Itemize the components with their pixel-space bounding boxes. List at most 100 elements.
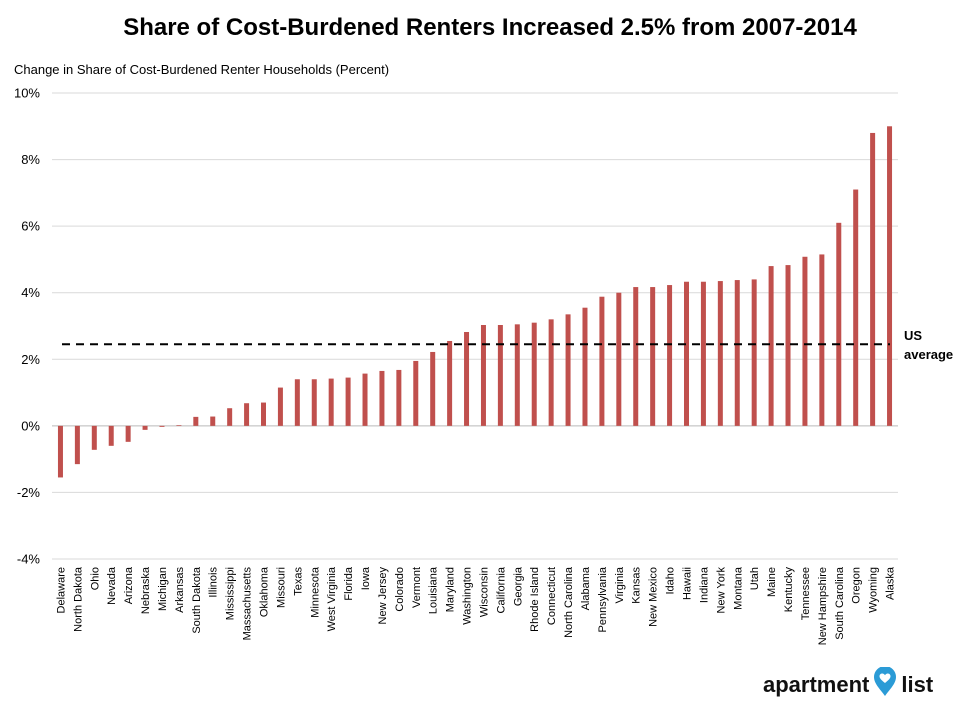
bar xyxy=(717,281,723,426)
x-tick-label: Mississippi xyxy=(225,567,237,620)
bar xyxy=(91,425,97,450)
x-tick-label: New York xyxy=(715,567,727,614)
x-tick-label: Arkansas xyxy=(174,567,186,613)
bar xyxy=(277,387,283,426)
y-axis-title: Change in Share of Cost-Burdened Renter … xyxy=(14,62,390,77)
bar xyxy=(802,256,808,426)
bar xyxy=(396,369,402,426)
bar xyxy=(125,425,131,442)
y-tick-label: -4% xyxy=(17,552,41,567)
x-tick-label: Oklahoma xyxy=(259,566,271,617)
x-tick-label: Kansas xyxy=(631,567,643,604)
bar xyxy=(447,340,453,426)
x-tick-label: New Jersey xyxy=(377,567,389,625)
bar xyxy=(531,322,537,426)
bar xyxy=(582,307,588,426)
bar xyxy=(768,266,774,426)
bar xyxy=(193,416,199,426)
bar xyxy=(785,265,791,426)
bar xyxy=(413,360,419,426)
bar xyxy=(819,254,825,426)
x-tick-label: Idaho xyxy=(665,567,677,595)
bar xyxy=(244,403,250,426)
map-pin-heart-icon xyxy=(873,666,897,703)
bar xyxy=(684,281,689,426)
x-tick-label: Louisiana xyxy=(428,566,440,614)
bar xyxy=(57,425,63,478)
x-tick-label: Utah xyxy=(749,567,761,590)
x-tick-label: Pennsylvania xyxy=(597,566,609,632)
bar xyxy=(142,425,148,430)
x-tick-label: South Dakota xyxy=(191,566,203,634)
x-tick-label: Hawaii xyxy=(682,567,694,600)
x-tick-label: Georgia xyxy=(512,566,524,606)
x-tick-label: Montana xyxy=(732,566,744,610)
x-tick-label: New Mexico xyxy=(648,567,660,627)
y-tick-label: 2% xyxy=(21,352,40,367)
bar xyxy=(464,331,470,426)
x-tick-label: Ohio xyxy=(89,567,101,590)
logo-text-list: list xyxy=(901,672,934,697)
x-tick-label: Rhode Island xyxy=(529,567,541,632)
x-tick-label: Massachusetts xyxy=(242,567,254,641)
bar xyxy=(480,325,486,426)
x-tick-label: Oregon xyxy=(851,567,863,604)
x-tick-label: Florida xyxy=(343,566,355,601)
x-tick-label: North Dakota xyxy=(72,566,84,632)
bar xyxy=(430,351,436,426)
x-tick-label: Arizona xyxy=(123,566,135,604)
y-tick-label: 0% xyxy=(21,418,40,433)
bar xyxy=(108,425,114,446)
x-tick-label: Minnesota xyxy=(309,566,321,618)
bar xyxy=(176,425,182,426)
bar xyxy=(836,222,842,426)
y-tick-label: 8% xyxy=(21,152,40,167)
bar xyxy=(345,377,351,426)
x-tick-label: Illinois xyxy=(208,567,220,598)
bar xyxy=(616,292,622,426)
x-tick-label: Maryland xyxy=(445,567,457,612)
x-tick-label: North Carolina xyxy=(563,566,575,638)
x-tick-label: Colorado xyxy=(394,567,406,612)
bar xyxy=(887,126,893,426)
bar xyxy=(633,287,639,426)
bar xyxy=(667,285,673,426)
bar xyxy=(599,296,605,426)
us-average-label-line2: average xyxy=(904,347,954,362)
chart-title: Share of Cost-Burdened Renters Increased… xyxy=(123,14,857,41)
x-tick-label: Kentucky xyxy=(783,567,795,613)
x-tick-label: Indiana xyxy=(698,566,710,603)
y-tick-label: 4% xyxy=(21,285,40,300)
x-tick-label: South Carolina xyxy=(834,566,846,640)
y-tick-label: 6% xyxy=(21,219,40,234)
x-tick-label: Alaska xyxy=(885,566,897,600)
apartment-list-logo: apartment list xyxy=(763,666,934,703)
y-tick-label: -2% xyxy=(17,485,41,500)
bar xyxy=(74,425,80,465)
x-tick-label: Nevada xyxy=(106,566,118,605)
x-tick-label: Connecticut xyxy=(546,567,558,625)
x-tick-label: Tennessee xyxy=(800,567,812,620)
bar xyxy=(565,314,571,426)
us-average-label: US average xyxy=(904,326,953,364)
bar xyxy=(853,189,859,426)
bar xyxy=(379,370,385,426)
x-tick-label: California xyxy=(495,566,507,613)
bar xyxy=(650,287,656,426)
x-tick-label: Wyoming xyxy=(868,567,880,613)
x-tick-label: Nebraska xyxy=(140,566,152,614)
x-tick-label: Michigan xyxy=(157,567,169,611)
bar xyxy=(514,324,520,426)
bar xyxy=(328,378,334,426)
x-tick-label: Iowa xyxy=(360,566,372,590)
x-tick-label: West Virginia xyxy=(326,566,338,631)
bar xyxy=(227,408,233,426)
x-tick-label: Vermont xyxy=(411,567,423,608)
bar xyxy=(311,379,317,426)
bar xyxy=(159,425,165,427)
x-tick-label: Wisconsin xyxy=(478,567,490,617)
bar xyxy=(261,402,266,426)
x-tick-label: Maine xyxy=(766,567,778,597)
bar xyxy=(870,132,876,426)
